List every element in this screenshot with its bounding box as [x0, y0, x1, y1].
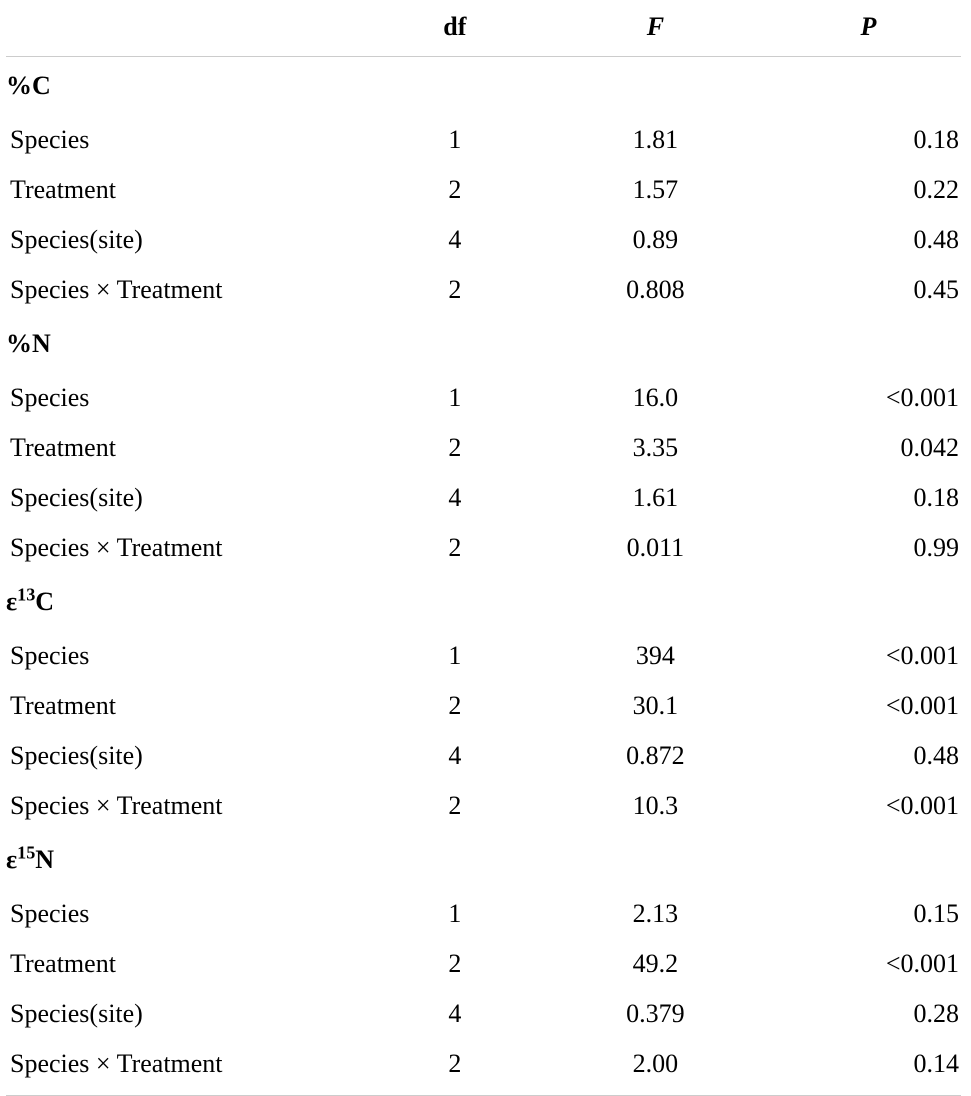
cell-f: 1.81 — [541, 115, 770, 165]
cell-f: 0.011 — [541, 523, 770, 573]
cell-df: 2 — [369, 165, 541, 215]
section-title: %C — [6, 57, 961, 116]
cell-f: 394 — [541, 631, 770, 681]
cell-df: 4 — [369, 989, 541, 1039]
cell-p: 0.48 — [770, 215, 961, 265]
cell-p: 0.22 — [770, 165, 961, 215]
cell-label: Species × Treatment — [6, 781, 369, 831]
cell-f: 0.379 — [541, 989, 770, 1039]
cell-f: 1.57 — [541, 165, 770, 215]
table-row: Species × Treatment 2 10.3 <0.001 — [6, 781, 961, 831]
cell-df: 4 — [369, 473, 541, 523]
cell-f: 2.00 — [541, 1039, 770, 1096]
table-row: Species(site) 4 1.61 0.18 — [6, 473, 961, 523]
cell-label: Species × Treatment — [6, 265, 369, 315]
cell-p: 0.18 — [770, 473, 961, 523]
section-header: ε15N — [6, 831, 961, 889]
table-row: Treatment 2 1.57 0.22 — [6, 165, 961, 215]
cell-f: 49.2 — [541, 939, 770, 989]
cell-df: 2 — [369, 781, 541, 831]
cell-f: 2.13 — [541, 889, 770, 939]
cell-p: <0.001 — [770, 939, 961, 989]
anova-table: df F P %C Species 1 1.81 0.18 Treatment … — [6, 0, 961, 1096]
cell-f: 3.35 — [541, 423, 770, 473]
table-row: Species(site) 4 0.89 0.48 — [6, 215, 961, 265]
table-row: Species 1 16.0 <0.001 — [6, 373, 961, 423]
cell-label: Species × Treatment — [6, 523, 369, 573]
cell-f: 0.872 — [541, 731, 770, 781]
cell-label: Treatment — [6, 165, 369, 215]
col-header-label — [6, 0, 369, 57]
table-row: Species 1 1.81 0.18 — [6, 115, 961, 165]
table-header-row: df F P — [6, 0, 961, 57]
section-title: ε15N — [6, 831, 961, 889]
cell-df: 4 — [369, 731, 541, 781]
cell-df: 1 — [369, 115, 541, 165]
cell-label: Species — [6, 373, 369, 423]
cell-f: 1.61 — [541, 473, 770, 523]
table-body: %C Species 1 1.81 0.18 Treatment 2 1.57 … — [6, 57, 961, 1096]
cell-p: 0.99 — [770, 523, 961, 573]
cell-label: Treatment — [6, 423, 369, 473]
cell-p: 0.15 — [770, 889, 961, 939]
section-header: %C — [6, 57, 961, 116]
cell-f: 0.89 — [541, 215, 770, 265]
table-row: Treatment 2 3.35 0.042 — [6, 423, 961, 473]
cell-label: Species — [6, 889, 369, 939]
cell-p: 0.48 — [770, 731, 961, 781]
cell-p: 0.45 — [770, 265, 961, 315]
table-row: Species 1 394 <0.001 — [6, 631, 961, 681]
cell-df: 2 — [369, 1039, 541, 1096]
cell-p: <0.001 — [770, 631, 961, 681]
cell-f: 0.808 — [541, 265, 770, 315]
table-row: Species × Treatment 2 0.808 0.45 — [6, 265, 961, 315]
section-header: %N — [6, 315, 961, 373]
cell-label: Species(site) — [6, 989, 369, 1039]
col-header-p: P — [770, 0, 961, 57]
cell-df: 2 — [369, 423, 541, 473]
cell-df: 2 — [369, 523, 541, 573]
cell-label: Species — [6, 115, 369, 165]
cell-label: Species(site) — [6, 473, 369, 523]
table-row: Species(site) 4 0.379 0.28 — [6, 989, 961, 1039]
cell-df: 2 — [369, 681, 541, 731]
cell-p: <0.001 — [770, 781, 961, 831]
cell-df: 1 — [369, 373, 541, 423]
cell-p: 0.14 — [770, 1039, 961, 1096]
cell-label: Species × Treatment — [6, 1039, 369, 1096]
cell-df: 2 — [369, 939, 541, 989]
cell-df: 1 — [369, 889, 541, 939]
table-row: Species(site) 4 0.872 0.48 — [6, 731, 961, 781]
section-title: ε13C — [6, 573, 961, 631]
cell-label: Treatment — [6, 939, 369, 989]
cell-label: Treatment — [6, 681, 369, 731]
cell-p: 0.28 — [770, 989, 961, 1039]
table-row: Species × Treatment 2 0.011 0.99 — [6, 523, 961, 573]
cell-label: Species(site) — [6, 731, 369, 781]
table-row: Species 1 2.13 0.15 — [6, 889, 961, 939]
table-row: Treatment 2 49.2 <0.001 — [6, 939, 961, 989]
cell-p: <0.001 — [770, 373, 961, 423]
cell-df: 4 — [369, 215, 541, 265]
section-header: ε13C — [6, 573, 961, 631]
cell-df: 1 — [369, 631, 541, 681]
col-header-df: df — [369, 0, 541, 57]
table-row: Treatment 2 30.1 <0.001 — [6, 681, 961, 731]
cell-f: 10.3 — [541, 781, 770, 831]
cell-p: 0.042 — [770, 423, 961, 473]
cell-label: Species(site) — [6, 215, 369, 265]
cell-f: 16.0 — [541, 373, 770, 423]
cell-label: Species — [6, 631, 369, 681]
cell-p: <0.001 — [770, 681, 961, 731]
col-header-f: F — [541, 0, 770, 57]
cell-f: 30.1 — [541, 681, 770, 731]
table-row: Species × Treatment 2 2.00 0.14 — [6, 1039, 961, 1096]
anova-table-container: df F P %C Species 1 1.81 0.18 Treatment … — [0, 0, 971, 1096]
section-title: %N — [6, 315, 961, 373]
cell-df: 2 — [369, 265, 541, 315]
cell-p: 0.18 — [770, 115, 961, 165]
